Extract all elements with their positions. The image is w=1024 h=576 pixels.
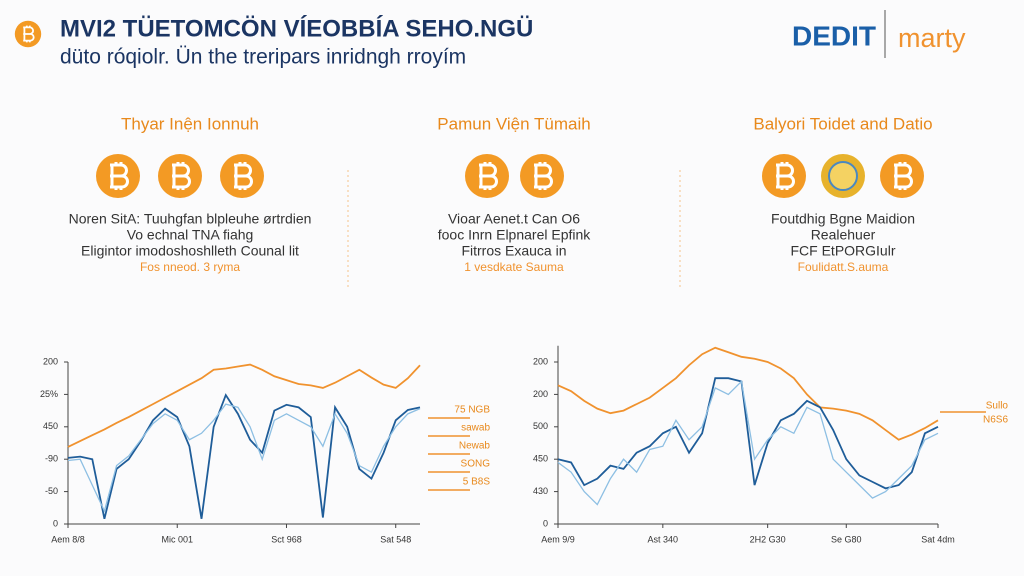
annotation: Newab: [459, 441, 491, 452]
x-tick-label: 2H2 G30: [750, 534, 786, 544]
y-tick-label: 500: [533, 421, 548, 431]
coin-icon: [156, 152, 204, 200]
annotation: 75 NGB: [454, 405, 490, 416]
x-tick-label: Se G80: [831, 534, 862, 544]
series-line: [67, 403, 421, 513]
series-line: [67, 363, 421, 448]
y-tick-label: 200: [533, 389, 548, 399]
y-tick-label: -50: [45, 486, 58, 496]
series-line: [557, 377, 939, 490]
x-tick-label: Sct 968: [271, 534, 302, 544]
x-tick-label: Aem 9/9: [541, 534, 575, 544]
coin-icon: [878, 152, 926, 200]
y-tick-label: 0: [543, 518, 548, 528]
annotation: N6S6: [983, 415, 1008, 426]
column-text: FCF EtPORGIulr: [790, 243, 895, 259]
column-text: Vioar Aenet.t Can O6: [448, 211, 580, 227]
y-tick-label: 0: [53, 518, 58, 528]
y-tick-label: 200: [533, 356, 548, 366]
coin-icon: [94, 152, 142, 200]
coin-icon: [218, 152, 266, 200]
annotation: 5 B8S: [463, 477, 491, 488]
y-tick-label: -90: [45, 454, 58, 464]
column-title: Thyar Inện Ionnuh: [121, 114, 259, 133]
column-text: 1 vesdkate Sauma: [464, 260, 564, 274]
column-text: Realehuer: [811, 227, 876, 243]
column-text: Foutdhig Bgne Maidion: [771, 211, 915, 227]
y-tick-label: 450: [533, 454, 548, 464]
coin-icon: [463, 152, 511, 200]
column-text: Noren SitA: Tuuhgfan blpleuhe ørtrdien: [69, 211, 312, 227]
gold-coin-icon: [821, 154, 865, 198]
coin-icon: [760, 152, 808, 200]
coin-icon: [518, 152, 566, 200]
annotation: SONG: [461, 459, 491, 470]
title: MVI2 TÜETOMCÖN VÍEOBBÍA SEHO.NGÜ: [60, 14, 533, 42]
series-line: [67, 393, 421, 520]
column-text: Vo echnal TNA fiahg: [127, 227, 254, 243]
x-tick-label: Aem 8/8: [51, 534, 85, 544]
column-title: Pamun Viện Tümaih: [437, 114, 590, 133]
subtitle: düto róqiolr. Ün the treripars inridngh …: [60, 46, 466, 69]
column-text: Fitrros Exauca in: [461, 243, 566, 259]
column-text: fooc Inrn Elpnarel Epfink: [438, 227, 592, 243]
logo-left: DEDIT: [792, 20, 876, 51]
y-tick-label: 430: [533, 486, 548, 496]
logo-coin: [13, 19, 43, 49]
y-tick-label: 450: [43, 421, 58, 431]
column-title: Balyori Toidet and Datio: [753, 114, 932, 133]
column-text: Eligintor imodoshoshlleth Counal lit: [81, 243, 299, 259]
x-tick-label: Mic 001: [161, 534, 193, 544]
x-tick-label: Sat 548: [380, 534, 411, 544]
logo-right: marty: [898, 23, 966, 53]
column-text: Fos nneod. 3 ryma: [140, 260, 240, 274]
y-tick-label: 25%: [40, 389, 58, 399]
series-line: [557, 380, 939, 506]
y-tick-label: 200: [43, 356, 58, 366]
x-tick-label: Sat 4dm: [921, 534, 955, 544]
series-line: [557, 346, 939, 441]
annotation: Sullo: [986, 401, 1009, 412]
column-text: Foulidatt.S.auma: [798, 260, 889, 274]
x-tick-label: Ast 340: [648, 534, 679, 544]
annotation: sawab: [461, 423, 490, 434]
